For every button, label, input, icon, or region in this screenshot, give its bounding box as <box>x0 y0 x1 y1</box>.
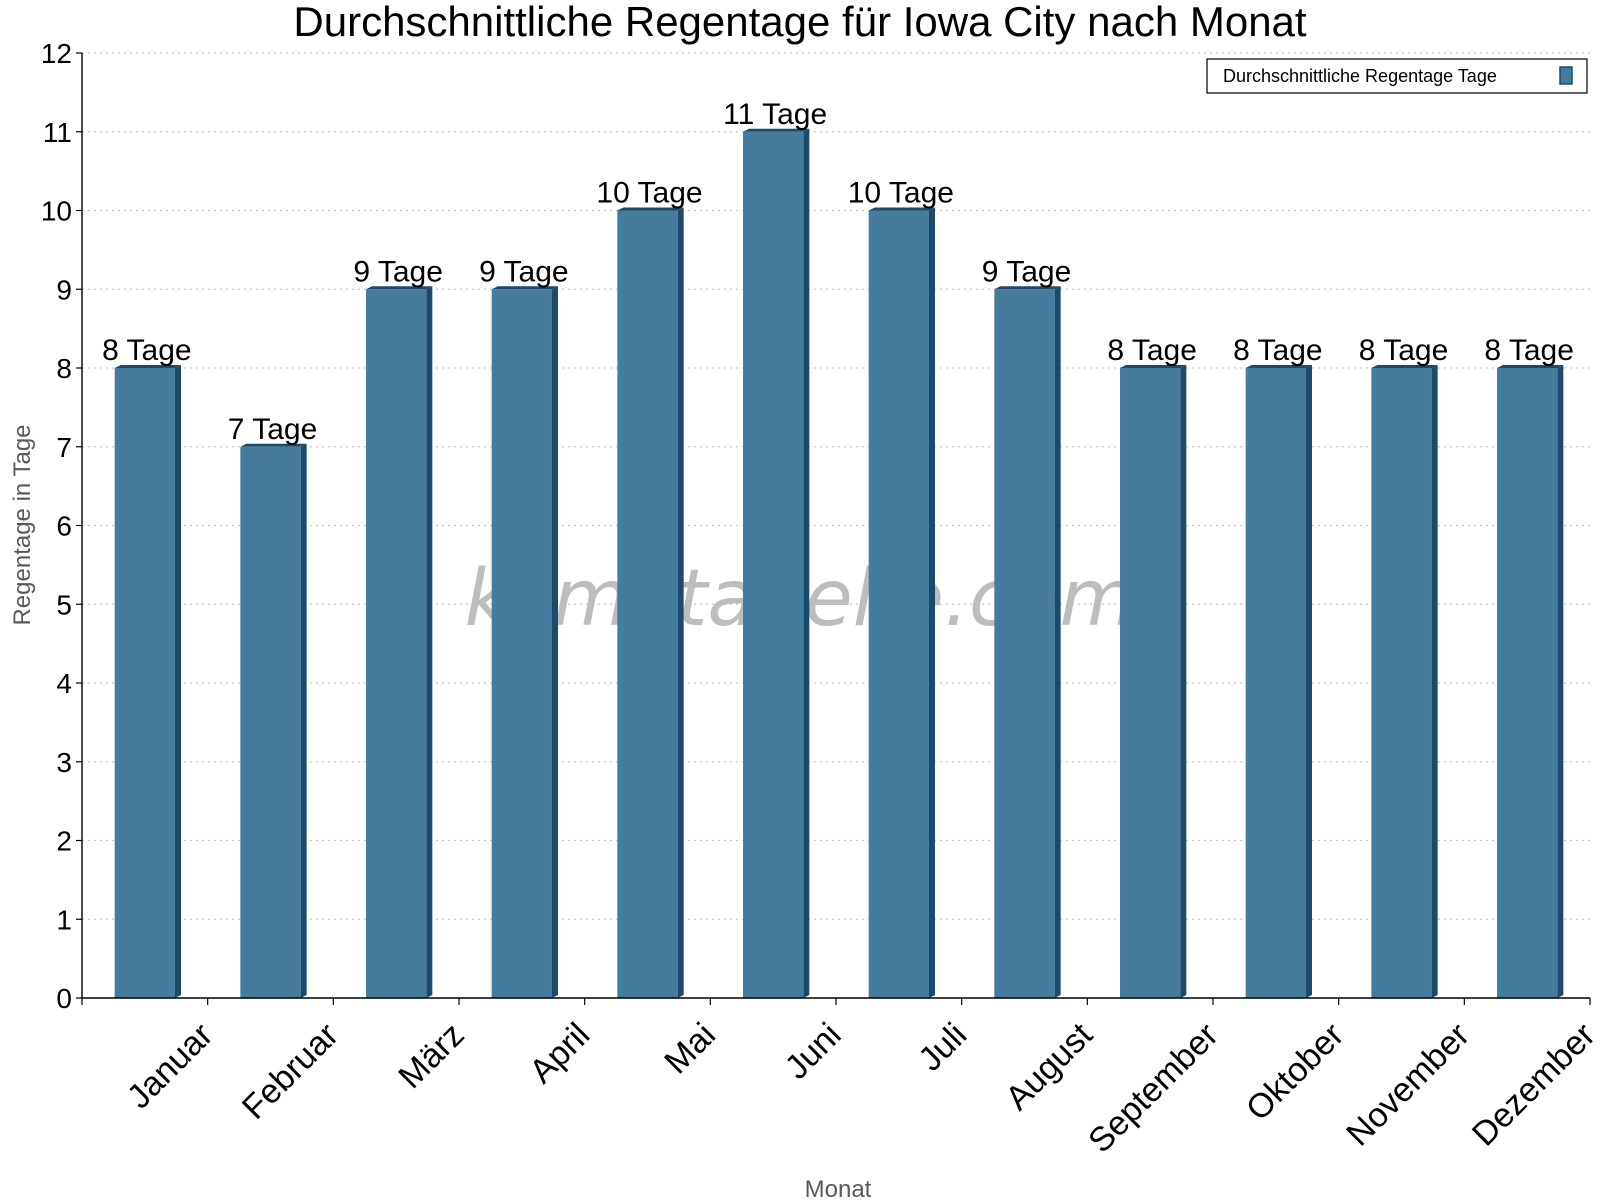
y-tick-label: 0 <box>56 983 72 1014</box>
bar-data-label: 8 Tage <box>102 334 192 367</box>
bar <box>994 286 1061 998</box>
bar-data-label: 11 Tage <box>723 98 827 131</box>
bar-top <box>491 286 558 290</box>
y-tick-label: 4 <box>56 668 72 699</box>
bar-face <box>994 289 1055 998</box>
y-tick-label: 10 <box>41 196 72 227</box>
bar <box>366 286 433 998</box>
bar-side <box>1180 365 1187 998</box>
bar-face <box>1120 368 1181 998</box>
y-axis-label: Regentage in Tage <box>9 424 36 625</box>
bar-face <box>617 210 678 998</box>
bar-top <box>1497 365 1564 368</box>
bar <box>114 365 181 998</box>
bar-data-label: 9 Tage <box>353 255 443 288</box>
bar-data-label: 10 Tage <box>848 177 954 210</box>
x-tick-label: Februar <box>235 1016 346 1127</box>
y-tick-label: 1 <box>56 904 72 935</box>
y-tick-label: 3 <box>56 747 72 778</box>
y-tick-label: 8 <box>56 353 72 384</box>
bar <box>240 443 307 998</box>
bar-face <box>868 210 929 998</box>
bar-data-label: 8 Tage <box>1484 334 1574 367</box>
axes <box>76 52 1591 1005</box>
bar <box>1245 365 1312 998</box>
bar-data-labels: 8 Tage 7 Tage 9 Tage 9 Tage 10 Tage 11 Tage 10… <box>102 98 1574 446</box>
bar-data-label: 8 Tage <box>1359 334 1449 367</box>
bar-side <box>174 365 181 998</box>
legend: Durchschnittliche Regentage Tage <box>1206 58 1588 94</box>
bar-top <box>617 207 684 211</box>
y-tick-label: 6 <box>56 511 72 542</box>
y-tick-label: 9 <box>56 274 72 305</box>
bar-top <box>868 207 935 211</box>
x-tick-label: Januar <box>120 1016 220 1116</box>
bar-data-label: 9 Tage <box>982 255 1072 288</box>
bar-face <box>1245 368 1306 998</box>
y-tick-label: 7 <box>56 432 72 463</box>
x-tick-label: Juni <box>778 1016 849 1087</box>
bar-top <box>366 286 433 290</box>
bar-side <box>677 207 684 998</box>
legend-box <box>1206 58 1588 94</box>
y-tick-label: 12 <box>41 38 72 69</box>
x-tick-label: April <box>522 1016 597 1091</box>
x-tick-labels: Januar Februar März April Mai Juni Juli AugustS… <box>120 1015 1600 1160</box>
x-tick-label: Oktober <box>1239 1016 1351 1128</box>
x-tick-label: August <box>998 1015 1100 1117</box>
bar-side <box>300 443 307 998</box>
bar <box>1497 365 1564 998</box>
x-tick-label: März <box>391 1016 471 1096</box>
bar-top <box>240 443 307 447</box>
bar <box>1371 365 1438 998</box>
bar-top <box>994 286 1061 290</box>
bar-data-label: 7 Tage <box>228 413 318 446</box>
y-tick-label: 2 <box>56 826 72 857</box>
y-tick-label: 11 <box>43 117 72 148</box>
bar <box>1120 365 1187 998</box>
x-tick-label: November <box>1339 1016 1477 1154</box>
bar-side <box>928 207 935 998</box>
x-axis-label: Monat <box>805 1176 872 1200</box>
bar-face <box>366 289 427 998</box>
bar-top <box>1371 365 1438 368</box>
x-tick-label: Juli <box>911 1016 974 1079</box>
bar-face <box>1497 368 1558 998</box>
y-tick-label: 5 <box>56 589 72 620</box>
bar-face <box>743 131 804 998</box>
x-tick-label: September <box>1081 1016 1225 1160</box>
bar-side <box>1431 365 1438 998</box>
bar-side <box>426 286 433 998</box>
grid-lines <box>82 52 1590 920</box>
bar-top <box>1120 365 1187 368</box>
x-tick-label: Dezember <box>1465 1016 1600 1154</box>
bar-side <box>551 286 558 998</box>
bar-data-label: 10 Tage <box>596 177 702 210</box>
legend-label: Durchschnittliche Regentage Tage <box>1223 66 1497 86</box>
bar-face <box>240 446 301 998</box>
bar <box>743 128 810 998</box>
bar <box>868 207 935 998</box>
bar-side <box>1557 365 1564 998</box>
bar-data-label: 9 Tage <box>479 255 569 288</box>
bar-face <box>114 368 175 998</box>
bar-top <box>1245 365 1312 368</box>
bar-side <box>803 128 810 998</box>
chart-title: Durchschnittliche Regentage für Iowa Cit… <box>293 0 1307 45</box>
bar-data-label: 8 Tage <box>1107 334 1197 367</box>
bar-data-label: 8 Tage <box>1233 334 1323 367</box>
bars <box>114 128 1564 998</box>
bar-face <box>491 289 552 998</box>
x-tick-label: Mai <box>657 1016 723 1082</box>
bar <box>491 286 558 998</box>
bar-side <box>1054 286 1061 998</box>
bar-top <box>743 128 810 132</box>
bar-face <box>1371 368 1432 998</box>
bar-top <box>114 365 181 368</box>
bar <box>617 207 684 998</box>
bar-side <box>1305 365 1312 998</box>
legend-swatch <box>1559 66 1573 85</box>
